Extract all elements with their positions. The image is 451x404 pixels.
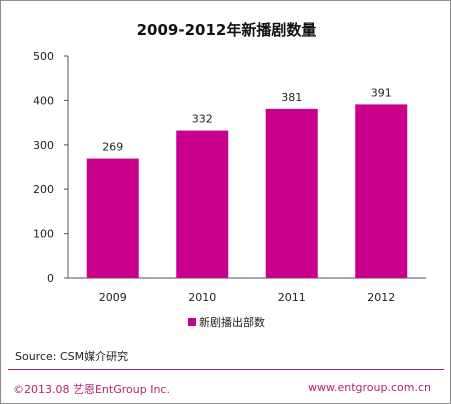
x-tick-label: 2012 xyxy=(367,291,395,304)
x-ticks: 2009 2010 2011 2012 xyxy=(99,291,396,304)
bar-2010 xyxy=(176,130,229,278)
data-label-2012: 391 xyxy=(371,86,392,99)
y-tick-label: 300 xyxy=(33,139,54,152)
footer-divider xyxy=(8,369,444,370)
y-tick-label: 200 xyxy=(33,183,54,196)
data-label-2011: 381 xyxy=(281,91,302,104)
data-label-2009: 269 xyxy=(102,141,123,154)
legend: 新剧播出部数 xyxy=(1,314,451,330)
y-tick-label: 100 xyxy=(33,228,54,241)
x-tick-label: 2011 xyxy=(278,291,306,304)
bar-2012 xyxy=(355,104,408,278)
x-tick-label: 2009 xyxy=(99,291,127,304)
copyright-text: ©2013.08 艺恩EntGroup Inc. xyxy=(13,383,170,396)
bars: 269 332 381 391 xyxy=(86,86,408,278)
data-label-2010: 332 xyxy=(192,113,213,126)
x-tick-label: 2010 xyxy=(188,291,216,304)
legend-swatch xyxy=(188,318,196,326)
y-ticks: 0 100 200 300 400 500 xyxy=(33,50,68,285)
bar-2009 xyxy=(86,158,139,278)
y-tick-label: 400 xyxy=(33,94,54,107)
y-tick-label: 500 xyxy=(33,50,54,63)
website-link[interactable]: www.entgroup.com.cn xyxy=(308,381,431,394)
y-tick-label: 0 xyxy=(47,272,54,285)
legend-label: 新剧播出部数 xyxy=(199,316,265,329)
chart-title: 2009-2012年新播剧数量 xyxy=(136,21,317,39)
bar-2011 xyxy=(265,108,318,278)
source-note: Source: CSM媒介研究 xyxy=(15,350,129,363)
